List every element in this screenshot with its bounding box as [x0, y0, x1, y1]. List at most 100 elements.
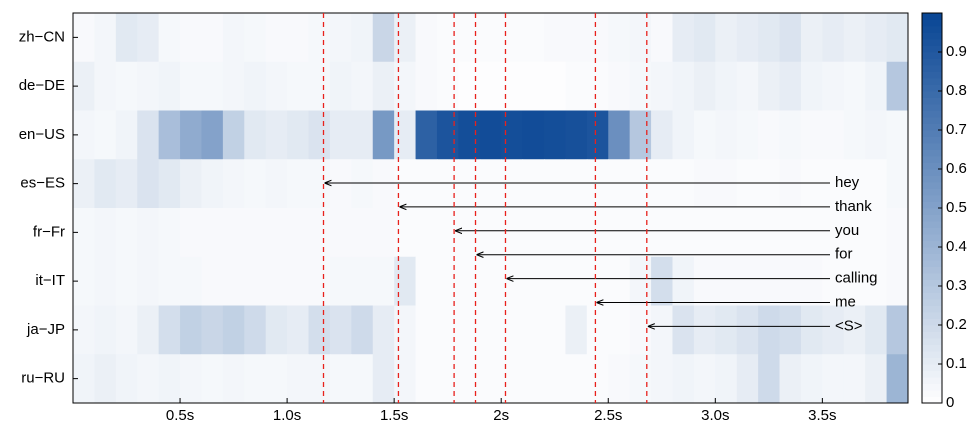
heat-cell	[586, 354, 609, 404]
heat-cell	[436, 208, 459, 258]
heat-cell	[586, 61, 609, 111]
heat-cell	[608, 61, 631, 111]
heat-cell	[415, 110, 438, 160]
word-label: <S>	[835, 317, 863, 334]
y-tick-label: it−IT	[35, 272, 65, 289]
colorbar-step	[922, 338, 942, 345]
heat-cell	[287, 13, 310, 63]
colorbar-tick-label: 0.2	[946, 316, 967, 333]
heat-cell	[608, 354, 631, 404]
heat-cell	[843, 13, 866, 63]
colorbar-step	[922, 299, 942, 306]
heat-cell	[736, 256, 759, 306]
heat-cell	[201, 159, 224, 209]
heat-cell	[458, 110, 481, 160]
heat-cell	[651, 256, 673, 306]
heat-cell	[629, 256, 652, 306]
heat-cell	[629, 305, 652, 355]
heat-cell	[693, 159, 716, 209]
colorbar-step	[922, 201, 942, 209]
colorbar-step	[922, 227, 942, 235]
y-tick-label: en−US	[19, 126, 65, 143]
heat-cell	[372, 110, 395, 160]
colorbar-step	[922, 19, 942, 27]
heat-cell	[822, 208, 845, 258]
heat-cell	[73, 61, 95, 111]
heat-cell	[222, 159, 245, 209]
colorbar-step	[922, 351, 942, 358]
heat-cell	[672, 256, 695, 306]
heat-cell	[629, 110, 652, 160]
heat-cell	[180, 159, 202, 209]
heat-cell	[308, 159, 331, 209]
colorbar-step	[922, 169, 942, 176]
heat-cell	[865, 256, 888, 306]
heat-cell	[265, 256, 288, 306]
heat-cell	[94, 61, 117, 111]
heat-cell	[779, 256, 802, 306]
heat-cell	[586, 208, 609, 258]
heat-cell	[458, 159, 481, 209]
colorbar-step	[922, 71, 942, 79]
colorbar-step	[922, 84, 942, 92]
heat-cell	[479, 256, 502, 306]
heat-cell	[222, 208, 245, 258]
heat-cell	[201, 256, 224, 306]
heat-cell	[137, 208, 160, 258]
colorbar-step	[922, 32, 942, 40]
heat-cell	[651, 305, 673, 355]
heat-cell	[522, 208, 545, 258]
heat-cell	[629, 13, 652, 63]
heat-cell	[865, 159, 888, 209]
heat-cell	[843, 110, 866, 160]
heat-cell	[758, 256, 781, 306]
colorbar-tick-label: 0.6	[946, 160, 967, 177]
heat-cell	[736, 305, 759, 355]
heat-cell	[800, 305, 823, 355]
heat-cell	[137, 159, 160, 209]
colorbar-step	[922, 104, 942, 111]
heat-cell	[479, 208, 502, 258]
heat-cell	[458, 354, 481, 404]
colorbar-step	[922, 273, 942, 280]
heat-cell	[73, 159, 95, 209]
heat-cell	[73, 256, 95, 306]
y-tick-label: fr−Fr	[33, 223, 65, 240]
heat-cell	[522, 159, 545, 209]
colorbar-step	[922, 312, 942, 319]
y-tick-label: es−ES	[20, 175, 65, 192]
heat-cell	[372, 61, 395, 111]
heat-cell	[715, 256, 738, 306]
heat-cell	[115, 61, 138, 111]
heat-cell	[201, 354, 224, 404]
heat-cell	[351, 256, 374, 306]
heat-cell	[244, 110, 267, 160]
heat-cell	[415, 13, 438, 63]
heat-cell	[458, 305, 481, 355]
heat-cell	[351, 354, 374, 404]
heat-cell	[180, 256, 202, 306]
y-tick-label: de−DE	[19, 77, 65, 94]
y-tick-label: ru−RU	[21, 370, 65, 387]
heat-cell	[265, 208, 288, 258]
colorbar-tick-label: 0.5	[946, 199, 967, 216]
heat-cell	[115, 354, 138, 404]
heat-cell	[865, 110, 888, 160]
heat-cell	[158, 256, 181, 306]
heat-cell	[715, 159, 738, 209]
heat-cell	[158, 208, 181, 258]
heat-cell	[351, 208, 374, 258]
y-tick-label: ja−JP	[26, 321, 65, 338]
x-tick-label: 2s	[493, 407, 509, 424]
heat-cell	[94, 159, 117, 209]
heat-cell	[287, 110, 310, 160]
heat-cell	[501, 159, 524, 209]
heat-cell	[329, 159, 352, 209]
heat-cell	[158, 305, 181, 355]
heat-cell	[715, 354, 738, 404]
heat-cell	[479, 13, 502, 63]
heat-cell	[886, 110, 909, 160]
colorbar-step	[922, 45, 942, 53]
heat-cell	[501, 61, 524, 111]
